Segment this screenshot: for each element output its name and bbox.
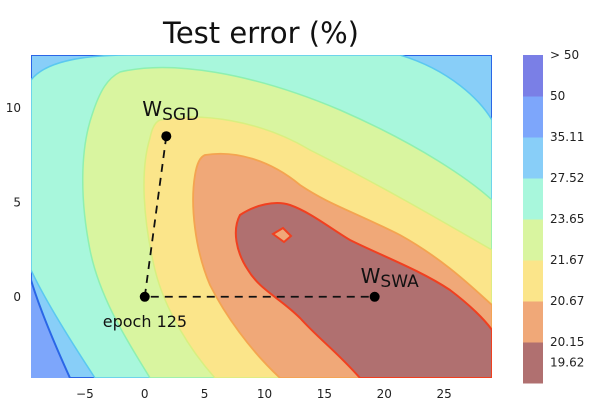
colorbar-tick-label: 20.67 (550, 294, 584, 308)
colorbar: 19.62 20.15 20.67 21.67 23.65 27.52 35.11 50 > 5… (523, 48, 584, 384)
colorbar-tick-label: 27.52 (550, 171, 584, 185)
colorbar-segment (523, 55, 543, 97)
colorbar-tick-label: 50 (550, 89, 565, 103)
x-tick-label: 0 (141, 387, 149, 401)
x-axis: −5 0 5 10 15 20 25 (76, 387, 452, 401)
colorbar-tick-label: > 50 (550, 48, 579, 62)
x-tick-label: 15 (317, 387, 332, 401)
x-tick-label: 25 (436, 387, 451, 401)
point-marker (369, 291, 380, 302)
colorbar-tick-label: 23.65 (550, 212, 584, 226)
plot-area (31, 55, 492, 378)
point-marker (161, 131, 172, 142)
x-tick-label: 10 (257, 387, 272, 401)
colorbar-tick-label: 21.67 (550, 253, 584, 267)
colorbar-tick-label: 20.15 (550, 335, 584, 349)
chart-title: Test error (%) (162, 16, 359, 50)
colorbar-tick-label: 35.11 (550, 130, 584, 144)
y-axis: 0 5 10 (6, 101, 21, 304)
y-tick-label: 10 (6, 101, 21, 115)
colorbar-segment (523, 96, 543, 138)
colorbar-tick-label: 19.62 (550, 356, 584, 370)
colorbar-segment (523, 342, 543, 384)
x-tick-label: −5 (76, 387, 94, 401)
colorbar-segment (523, 260, 543, 302)
y-tick-label: 0 (13, 290, 21, 304)
colorbar-segment (523, 137, 543, 179)
colorbar-segment (523, 178, 543, 220)
x-tick-label: 20 (377, 387, 392, 401)
colorbar-segment (523, 219, 543, 261)
point-marker (139, 291, 150, 302)
contour-island (271, 226, 293, 244)
contour-band-19.62-20.15 (234, 202, 492, 378)
colorbar-segment (523, 301, 543, 343)
x-tick-label: 5 (201, 387, 209, 401)
y-tick-label: 5 (13, 195, 21, 209)
point-label: epoch 125 (103, 312, 187, 331)
